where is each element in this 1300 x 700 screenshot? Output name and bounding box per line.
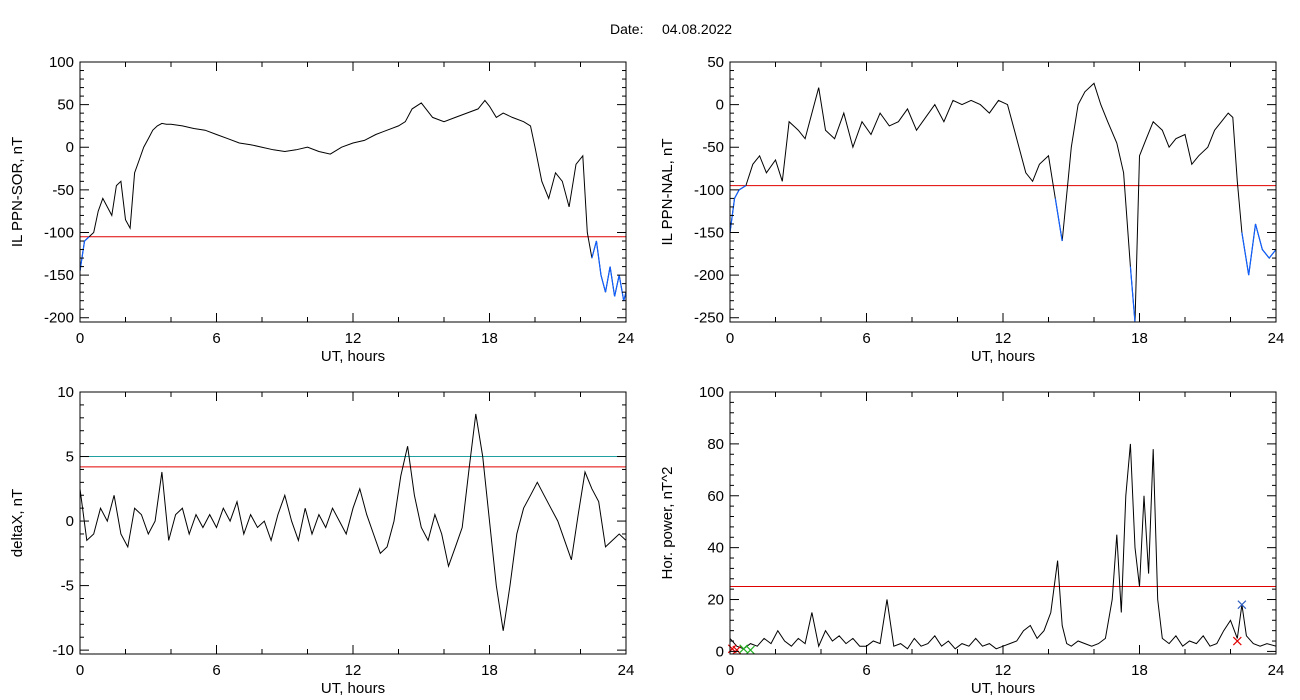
y-tick-label: 100 (49, 54, 74, 71)
y-tick-label: 0 (716, 643, 724, 660)
below-threshold-segment (80, 240, 86, 271)
y-tick-label: 50 (707, 54, 724, 71)
x-axis-label: UT, hours (321, 348, 385, 365)
x-tick-label: 6 (862, 330, 870, 347)
below-threshold-segment (609, 266, 616, 297)
y-axis-label: deltaX, nT (9, 489, 26, 557)
y-tick-label: -250 (694, 310, 724, 327)
x-tick-label: 24 (1268, 330, 1285, 347)
plot-frame (79, 391, 627, 655)
below-threshold-segment (1268, 249, 1276, 259)
date-value: 04.08.2022 (662, 21, 732, 37)
x-tick-label: 0 (76, 330, 84, 347)
x-axis-label: UT, hours (971, 348, 1035, 365)
x-tick-label: 12 (995, 662, 1012, 679)
below-threshold-segment (1054, 198, 1063, 242)
figure-header: Date: 04.08.2022 (610, 21, 732, 37)
below-threshold-segment (734, 189, 740, 199)
y-tick-label: -150 (44, 267, 74, 284)
y-tick-label: -100 (694, 182, 724, 199)
y-tick-label: -50 (52, 182, 74, 199)
x-tick-label: 18 (1131, 662, 1148, 679)
below-threshold-segment (1241, 232, 1250, 276)
y-tick-label: -200 (44, 310, 74, 327)
plot-frame (729, 61, 1277, 323)
x-tick-label: 12 (345, 662, 362, 679)
x-tick-label: 0 (76, 662, 84, 679)
x-tick-label: 6 (212, 330, 220, 347)
y-tick-label: 40 (707, 540, 724, 557)
below-threshold-segment (604, 266, 611, 293)
x-tick-label: 24 (618, 662, 635, 679)
series-line (730, 82, 1276, 322)
event-marker (739, 644, 749, 654)
y-tick-label: 10 (57, 384, 74, 401)
x-tick-label: 6 (862, 662, 870, 679)
below-threshold-segment (600, 274, 607, 293)
y-axis-label: Hor. power, nT^2 (659, 467, 676, 580)
event-marker (732, 645, 742, 655)
x-tick-label: 6 (212, 662, 220, 679)
y-axis-label: IL PPN-SOR, nT (9, 137, 26, 247)
below-threshold-segment (614, 274, 620, 297)
y-tick-label: 100 (699, 384, 724, 401)
y-tick-label: -150 (694, 224, 724, 241)
x-axis-label: UT, hours (971, 680, 1035, 697)
series-line (730, 443, 1276, 650)
y-tick-label: -200 (694, 267, 724, 284)
y-tick-label: 5 (66, 449, 74, 466)
ppn-sor-panel: 0 6 12 18 24 100 50 0 -50 -100 -150 -200 UT, hours IL… (9, 54, 634, 365)
event-marker (1237, 600, 1247, 610)
below-threshold-segment (1254, 223, 1263, 250)
x-tick-label: 24 (1268, 662, 1285, 679)
ppn-nal-panel: 0 6 12 18 24 50 0 -50 -100 -150 -200 -250 UT, hours I… (659, 54, 1284, 365)
x-tick-label: 18 (481, 330, 498, 347)
y-tick-label: 0 (66, 513, 74, 530)
event-marker (1232, 636, 1242, 646)
below-threshold-segment (1261, 249, 1270, 259)
y-tick-label: 60 (707, 488, 724, 505)
below-threshold-segment (1248, 223, 1257, 276)
x-tick-label: 0 (726, 330, 734, 347)
y-tick-label: 0 (66, 139, 74, 156)
below-threshold-segment (618, 275, 625, 301)
y-tick-label: 50 (57, 97, 74, 114)
y-axis-label: IL PPN-NAL, nT (659, 139, 676, 246)
deltax-panel: 0 6 12 18 24 10 5 0 -5 -10 UT, hours deltaX, nT (9, 384, 634, 697)
y-tick-label: 80 (707, 436, 724, 453)
x-tick-label: 12 (995, 330, 1012, 347)
below-threshold-segment (738, 185, 747, 191)
hor-power-panel: 0 6 12 18 24 100 80 60 40 20 0 UT, hours Hor. power,… (659, 384, 1284, 697)
x-tick-label: 18 (1131, 330, 1148, 347)
y-tick-label: -50 (702, 139, 724, 156)
plot-frame (79, 61, 627, 323)
y-tick-label: -5 (61, 578, 74, 595)
event-marker (746, 645, 755, 655)
below-threshold-segment (595, 240, 602, 276)
date-label: Date: (610, 21, 643, 37)
x-tick-label: 0 (726, 662, 734, 679)
series-line (80, 413, 626, 631)
x-tick-label: 18 (481, 662, 498, 679)
x-tick-label: 24 (618, 330, 635, 347)
y-tick-label: -10 (52, 642, 74, 659)
x-tick-label: 12 (345, 330, 362, 347)
series-line (80, 99, 626, 301)
y-tick-label: 0 (716, 97, 724, 114)
x-axis-label: UT, hours (321, 680, 385, 697)
below-threshold-segment (1129, 266, 1136, 322)
below-threshold-segment (84, 236, 90, 242)
y-tick-label: -100 (44, 224, 74, 241)
y-tick-label: 20 (707, 592, 724, 609)
below-threshold-segment (591, 240, 598, 259)
